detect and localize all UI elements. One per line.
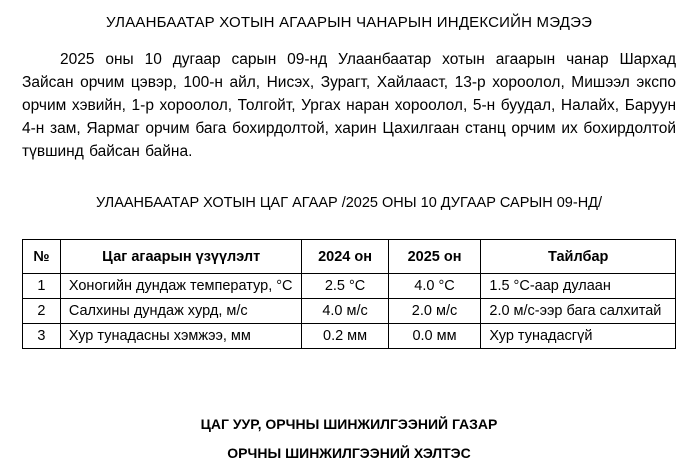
row-value-2024: 0.2 мм <box>301 323 389 349</box>
document-footer: ЦАГ УУР, ОРЧНЫ ШИНЖИЛГЭЭНИЙ ГАЗАР ОРЧНЫ … <box>22 410 676 468</box>
row-indicator: Салхины дундаж хурд, м/с <box>59 298 303 324</box>
row-indicator: Хур тунадасны хэмжээ, мм <box>59 323 303 349</box>
footer-organization: ЦАГ УУР, ОРЧНЫ ШИНЖИЛГЭЭНИЙ ГАЗАР <box>200 416 498 432</box>
row-note: 1.5 °С-аар дулаан <box>480 273 676 299</box>
header-note: Тайлбар <box>480 239 676 274</box>
footer-department: ОРЧНЫ ШИНЖИЛГЭЭНИЙ ХЭЛТЭС <box>227 445 471 461</box>
row-indicator: Хоногийн дундаж температур, °С <box>59 273 303 299</box>
table-row: 2 Салхины дундаж хурд, м/с 4.0 м/с 2.0 м… <box>22 298 676 324</box>
summary-paragraph: 2025 оны 10 дугаар сарын 09-нд Улаанбаат… <box>22 51 676 160</box>
row-note: 2.0 м/с-ээр бага салхитай <box>480 298 676 324</box>
row-value-2024: 2.5 °С <box>301 273 389 299</box>
row-value-2025: 0.0 мм <box>387 323 482 349</box>
header-year-2025: 2025 он <box>387 239 482 274</box>
weather-comparison-table: № Цаг агаарын үзүүлэлт 2024 он 2025 он Т… <box>22 239 676 349</box>
row-number: 2 <box>22 298 61 324</box>
table-row: 1 Хоногийн дундаж температур, °С 2.5 °С … <box>22 273 676 299</box>
table-header-row: № Цаг агаарын үзүүлэлт 2024 он 2025 он Т… <box>22 239 676 274</box>
row-note: Хур тунадасгүй <box>480 323 676 349</box>
table-section-title: УЛААНБААТАР ХОТЫН ЦАГ АГААР /2025 ОНЫ 10… <box>95 195 603 211</box>
table-row: 3 Хур тунадасны хэмжээ, мм 0.2 мм 0.0 мм… <box>22 323 676 349</box>
header-indicator: Цаг агаарын үзүүлэлт <box>59 239 303 274</box>
row-value-2025: 4.0 °С <box>387 273 482 299</box>
header-year-2024: 2024 он <box>301 239 389 274</box>
row-number: 1 <box>22 273 61 299</box>
header-number: № <box>22 239 61 274</box>
page-title: УЛААНБААТАР ХОТЫН АГААРЫН ЧАНАРЫН ИНДЕКС… <box>105 14 593 31</box>
row-value-2025: 2.0 м/с <box>387 298 482 324</box>
row-value-2024: 4.0 м/с <box>301 298 389 324</box>
row-number: 3 <box>22 323 61 349</box>
